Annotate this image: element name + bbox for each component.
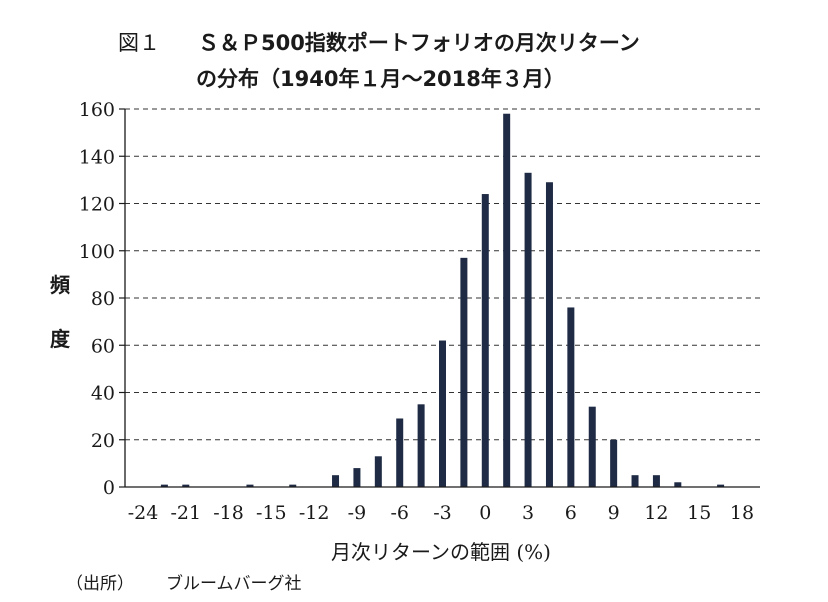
x-tick-label-18: 18 — [730, 502, 754, 524]
y-tick-label-40: 40 — [91, 383, 115, 405]
x-tick-label--15: -15 — [256, 502, 287, 524]
y-tick-label-140: 140 — [79, 146, 115, 168]
bar--21 — [182, 484, 190, 487]
bar-7.5 — [588, 406, 596, 487]
bar-4.5 — [545, 182, 553, 488]
bar--6 — [396, 418, 404, 487]
x-tick-label--6: -6 — [390, 502, 409, 524]
bar-12 — [652, 475, 660, 487]
figure-label: 図１ — [118, 31, 160, 55]
x-tick-label--24: -24 — [128, 502, 159, 524]
x-tick-label-9: 9 — [608, 502, 620, 524]
bar-13.5 — [674, 482, 682, 487]
chart-title-text-1: Ｓ＆Ｐ500指数ポートフォリオの月次リターン — [198, 31, 640, 55]
x-tick-label--9: -9 — [348, 502, 367, 524]
bar--4.5 — [417, 404, 425, 487]
axes — [119, 108, 760, 488]
x-tick-label-6: 6 — [565, 502, 577, 524]
y-tick-label-0: 0 — [103, 477, 115, 499]
source-name: ブルームバーグ社 — [166, 574, 302, 594]
y-axis-label: 頻度 — [48, 258, 72, 366]
y-tick-label-100: 100 — [79, 241, 115, 263]
bar-1.5 — [503, 113, 511, 487]
bars — [160, 113, 725, 488]
x-tick-label-0: 0 — [479, 502, 491, 524]
y-tick-label-160: 160 — [79, 99, 115, 121]
x-axis-label: 月次リターンの範囲 (%) — [331, 540, 551, 564]
source-note: （出所） ブルームバーグ社 — [66, 569, 302, 594]
x-tick-label-12: 12 — [644, 502, 668, 524]
chart-title-line1: 図１ Ｓ＆Ｐ500指数ポートフォリオの月次リターン — [118, 27, 640, 57]
bar--13.5 — [289, 484, 297, 487]
bar-9 — [610, 439, 618, 487]
bar-16.5 — [717, 484, 725, 487]
x-tick-labels: -24 -21 -18 -15 -12 -9 -6 -3 0 3 6 9 12 15 18 — [128, 502, 754, 524]
source-label: （出所） — [66, 574, 134, 594]
chart-title-line2: の分布（1940年１月〜2018年３月） — [196, 67, 565, 91]
y-tick-labels: 0 20 40 60 80 100 120 140 160 — [79, 99, 115, 499]
bar--1.5 — [460, 257, 468, 487]
x-tick-label--3: -3 — [433, 502, 452, 524]
x-tick-label--12: -12 — [299, 502, 330, 524]
y-tick-label-120: 120 — [79, 194, 115, 216]
bar-3 — [524, 172, 532, 487]
y-axis-label-char-1: 度 — [50, 327, 70, 351]
bar--9 — [353, 468, 361, 487]
y-tick-label-80: 80 — [91, 288, 115, 310]
bar--22.5 — [160, 484, 168, 487]
bar--7.5 — [374, 456, 382, 487]
y-tick-label-20: 20 — [91, 430, 115, 452]
bar-6 — [567, 307, 575, 487]
x-tick-label-15: 15 — [687, 502, 711, 524]
bar-0 — [481, 194, 489, 488]
x-tick-label--18: -18 — [213, 502, 244, 524]
x-tick-label--21: -21 — [170, 502, 201, 524]
bar--10.5 — [332, 475, 340, 487]
bar--3 — [439, 340, 446, 487]
bar--16.5 — [246, 484, 254, 487]
y-axis-label-char-0: 頻 — [50, 273, 70, 297]
x-tick-label-3: 3 — [522, 502, 534, 524]
y-tick-label-60: 60 — [91, 335, 115, 357]
bar-10.5 — [631, 475, 639, 487]
